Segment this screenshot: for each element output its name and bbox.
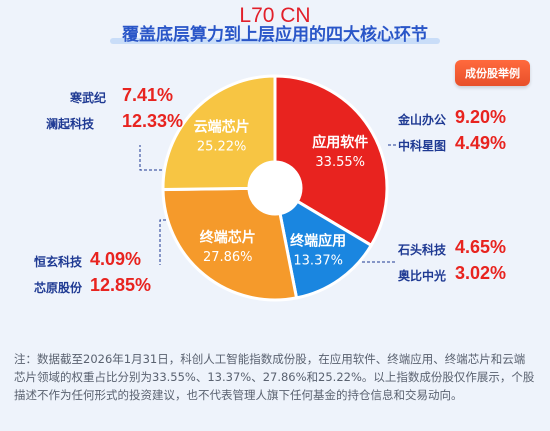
stock-value-montage: 12.33% <box>122 111 184 131</box>
stock-label-verisilicon: 芯原股份 <box>34 281 83 295</box>
stock-value-roborock: 4.65% <box>455 237 507 257</box>
stock-label-cambricon: 寒武纪 <box>70 91 107 105</box>
stock-value-verisilicon: 12.85% <box>90 275 152 295</box>
slice-value-app-software: 33.55% <box>315 155 365 170</box>
slice-label-terminal-chip: 终端芯片 <box>200 229 256 246</box>
slice-label-cloud-chip: 云端芯片 <box>194 118 250 135</box>
stock-label-montage: 澜起科技 <box>46 117 95 131</box>
stock-value-orbbec: 3.02% <box>455 263 507 283</box>
stock-value-kingsoft: 9.20% <box>455 107 507 127</box>
connector-terminal-chip <box>159 219 166 265</box>
slice-value-terminal-app: 13.37% <box>293 253 343 268</box>
slice-label-terminal-app: 终端应用 <box>290 232 346 249</box>
slice-value-cloud-chip: 25.22% <box>197 139 247 154</box>
stock-value-cambricon: 7.41% <box>122 85 174 105</box>
title-underline <box>110 38 440 44</box>
stock-label-kingsoft: 金山办公 <box>398 113 447 127</box>
slice-label-app-software: 应用软件 <box>312 134 368 151</box>
constituent-tag: 成份股举例 <box>455 60 530 86</box>
connector-cloud-chip <box>139 145 162 171</box>
chart-title: 覆盖底层算力到上层应用的四大核心环节 <box>122 25 428 45</box>
donut-hole <box>249 162 301 214</box>
stock-label-geovis: 中科星图 <box>398 139 447 153</box>
stock-label-bestechnic: 恒玄科技 <box>34 255 83 269</box>
stock-label-orbbec: 奥比中光 <box>398 269 447 283</box>
slice-value-terminal-chip: 27.86% <box>203 250 253 265</box>
footnote: 注：数据截至2026年1月31日，科创人工智能指数成份股，在应用软件、终端应用、… <box>14 352 535 402</box>
stock-value-geovis: 4.49% <box>455 133 507 153</box>
watermark: L70 CN <box>239 4 311 27</box>
stock-value-bestechnic: 4.09% <box>90 249 142 269</box>
stock-label-roborock: 石头科技 <box>398 243 447 257</box>
